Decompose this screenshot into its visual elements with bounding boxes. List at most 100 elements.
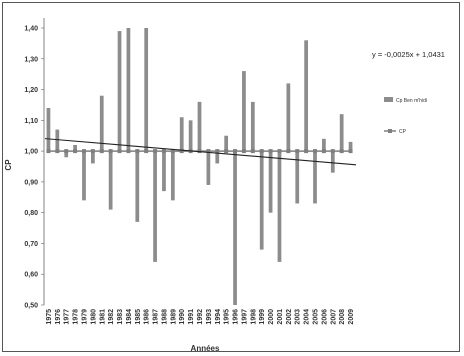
- cp-marker: [259, 149, 264, 154]
- x-tick-label: 1996: [233, 309, 240, 325]
- cp-marker: [321, 149, 326, 154]
- bar: [339, 114, 344, 152]
- x-tick-label: 1987: [153, 309, 160, 325]
- cp-marker: [179, 149, 184, 154]
- x-tick-label: 1978: [73, 309, 80, 325]
- bar: [224, 135, 229, 152]
- legend-swatch-marker: [388, 129, 392, 133]
- legend-label-line: CP: [399, 129, 407, 135]
- bar: [286, 83, 291, 152]
- cp-marker: [250, 149, 255, 154]
- y-axis-title: CP: [4, 159, 13, 171]
- x-tick-label: 2008: [339, 309, 346, 325]
- x-tick-label: 2003: [295, 309, 302, 325]
- bar: [126, 28, 131, 152]
- cp-marker: [55, 149, 60, 154]
- bar: [250, 101, 255, 152]
- y-tick-label: 1,40: [24, 26, 38, 33]
- bar: [153, 151, 157, 262]
- x-tick-label: 2001: [277, 309, 284, 325]
- bar-series: [46, 28, 353, 305]
- x-tick-label: 1994: [215, 309, 222, 325]
- chart-frame: [2, 2, 460, 352]
- x-tick-label: 2005: [313, 309, 320, 325]
- bar: [144, 28, 149, 152]
- y-tick-label: 0,50: [24, 303, 38, 310]
- cp-marker: [126, 149, 131, 154]
- bar: [135, 151, 140, 222]
- bar: [82, 151, 86, 201]
- cp-marker: [304, 149, 309, 154]
- trendline-line: [44, 138, 357, 166]
- bar: [304, 40, 308, 152]
- x-tick-label: 1979: [81, 309, 88, 325]
- y-tick-label: 0,90: [24, 179, 38, 186]
- cp-marker: [90, 149, 95, 154]
- bar: [313, 151, 317, 204]
- bar: [73, 144, 77, 152]
- x-tick-label: 2006: [321, 309, 328, 325]
- bar: [46, 108, 51, 152]
- x-axis-title: Années: [191, 344, 220, 353]
- y-tick-label: 0,80: [24, 210, 38, 217]
- bar: [99, 95, 104, 152]
- x-tick-label: 1999: [259, 309, 266, 325]
- legend-label-bar: Cp Ben m'hidi: [396, 98, 427, 104]
- bar: [348, 141, 353, 152]
- y-tick-label: 1,10: [24, 118, 38, 125]
- cp-marker: [153, 149, 158, 154]
- cp-marker: [295, 149, 300, 154]
- x-tick-label: 2007: [330, 309, 337, 325]
- legend: Cp Ben m'hidi CP: [384, 97, 427, 135]
- cp-marker: [99, 149, 104, 154]
- cp-marker: [117, 149, 122, 154]
- bar: [277, 151, 282, 262]
- bar: [322, 138, 326, 152]
- x-tick-label: 1983: [117, 309, 124, 325]
- bar: [170, 151, 175, 201]
- bar: [295, 151, 300, 204]
- cp-marker: [161, 149, 166, 154]
- cp-marker: [215, 149, 220, 154]
- y-tick-label: 1,00: [24, 149, 38, 156]
- x-tick-label: 1977: [64, 309, 71, 325]
- x-tick-label: 2004: [304, 309, 311, 325]
- cp-marker: [241, 149, 246, 154]
- bar: [64, 151, 69, 158]
- bar: [233, 151, 237, 305]
- cp-marker: [268, 149, 273, 154]
- bar: [215, 151, 220, 164]
- x-tick-label: 1997: [241, 309, 248, 325]
- cp-marker: [108, 149, 113, 154]
- x-tick-label: 1989: [170, 309, 177, 325]
- legend-swatch-bar: [384, 97, 393, 102]
- y-tick-label: 1,20: [24, 87, 38, 94]
- x-tick-label: 1980: [90, 309, 97, 325]
- x-tick-label: 1975: [46, 309, 53, 325]
- x-tick-label: 1992: [197, 309, 204, 325]
- bar: [268, 151, 273, 213]
- cp-marker: [135, 149, 140, 154]
- bar: [55, 129, 60, 152]
- trendline-equation: y = -0,0025x + 1,0431: [372, 50, 445, 59]
- cp-marker: [313, 149, 318, 154]
- bar: [188, 120, 193, 152]
- trendline: [44, 138, 357, 166]
- x-tick-label: 1976: [55, 309, 62, 325]
- x-tick-label: 2009: [348, 309, 355, 325]
- x-tick-label: 1991: [188, 309, 195, 325]
- bar: [206, 151, 211, 185]
- cp-marker: [330, 149, 335, 154]
- x-tick-label: 2000: [268, 309, 275, 325]
- cp-marker: [233, 149, 238, 154]
- x-tick-label: 1995: [224, 309, 231, 325]
- bar: [108, 151, 113, 210]
- bar: [330, 151, 335, 173]
- x-tick-label: 1985: [135, 309, 142, 325]
- x-tick-label: 1990: [179, 309, 186, 325]
- bar: [162, 151, 166, 192]
- bar: [242, 71, 246, 152]
- y-tick-label: 1,30: [24, 56, 38, 63]
- bar: [91, 151, 95, 164]
